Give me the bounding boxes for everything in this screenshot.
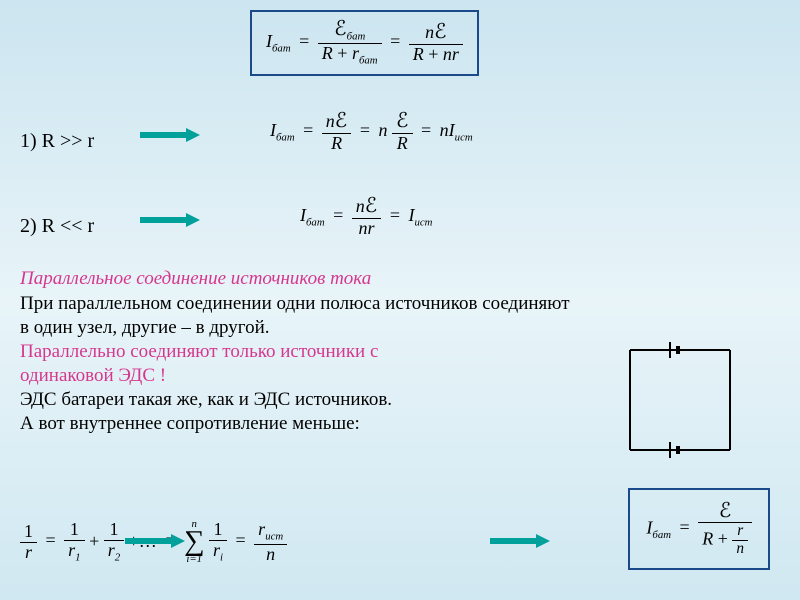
paragraph-4: одинаковой ЭДС ! (20, 364, 540, 388)
c1-t3-coeff: n (440, 120, 449, 140)
c1-t2-coeff: n (378, 120, 387, 140)
b-den-frac-num: r (732, 523, 748, 541)
s-sig-den-sub: i (220, 552, 223, 564)
c1-t3-sub: ист (455, 132, 473, 144)
s-rhs-den: n (254, 545, 287, 565)
case1-label: 1) R >> r (20, 130, 94, 153)
main-t1-den-r-sym: r (352, 43, 359, 63)
main-t1-den-l: R (322, 43, 333, 63)
paragraph-5: ЭДС батареи такая же, как и ЭДС источник… (20, 388, 540, 412)
c2-t1-num-sym: ℰ (365, 195, 378, 217)
b-lhs-sub: бат (652, 529, 671, 541)
parallel-circuit-icon (600, 330, 760, 470)
arrow-right-icon (125, 534, 185, 548)
case1-formula: Iбат = nℰ R = n ℰ R = nIист (270, 110, 473, 154)
paragraph-1: При параллельном соединении одни полюса … (20, 292, 780, 316)
s-rhs-num-sub: ист (265, 531, 283, 543)
c2-t1-num-coeff: n (356, 196, 365, 216)
main-t2-num-sym: ℰ (434, 21, 447, 43)
c2-lhs-sub: бат (306, 217, 325, 229)
s-t1-den-sub: 1 (75, 552, 80, 564)
main-t2-den-sym: r (452, 44, 459, 64)
c1-t1-sym: ℰ (335, 110, 348, 132)
s-lhs-den: r (20, 543, 37, 563)
main-frac1: ℰбат R + rбат (318, 18, 382, 68)
main-t1-num-sub: бат (347, 31, 366, 43)
main-t2-den-l: R (413, 44, 424, 64)
b-den-frac-den: n (732, 541, 748, 558)
main-frac2: nℰ R + nr (409, 21, 463, 65)
bottom-formula-box: Iбат = ℰ R + r n (628, 488, 770, 570)
s-sig-num: 1 (209, 520, 227, 541)
main-t1-num-sym: ℰ (334, 18, 347, 40)
c1-t2-num: ℰ (392, 110, 413, 134)
c1-t2-den: R (392, 134, 413, 154)
c2-t1-den-sym: r (368, 218, 375, 238)
case2-formula: Iбат = nℰ nr = Iист (300, 195, 432, 239)
s-t2-den-sym: r (108, 540, 115, 560)
main-lhs-sub: бат (272, 43, 291, 55)
c2-t2-sub: ист (414, 217, 432, 229)
paragraph-6: А вот внутреннее сопротивление меньше: (20, 412, 540, 436)
paragraph-3: Параллельно соединяют только источники с (20, 340, 540, 364)
case2-label: 2) R << r (20, 215, 94, 238)
s-lhs-num: 1 (20, 522, 37, 543)
arrow-right-icon (140, 128, 200, 142)
c1-t1-coeff: n (326, 111, 335, 131)
s-t2-num: 1 (104, 520, 124, 541)
s-t1-num: 1 (64, 520, 84, 541)
sigma-lower: i=1 (184, 555, 205, 565)
arrow-right-icon (490, 534, 550, 548)
s-sig-den-sym: r (213, 540, 220, 560)
b-den-left: R (702, 529, 713, 549)
main-t2-den-coeff: n (443, 44, 452, 64)
main-t1-den-r-sub: бат (359, 55, 378, 67)
arrow-right-icon (140, 213, 200, 227)
c1-lhs-sub: бат (276, 132, 295, 144)
c2-t1-den-coeff: n (359, 218, 368, 238)
main-formula-box: Iбат = ℰбат R + rбат = nℰ R + nr (250, 10, 479, 76)
s-t2-den-sub: 2 (115, 552, 120, 564)
b-num: ℰ (698, 500, 752, 524)
eq2: = (390, 31, 400, 51)
eq1: = (299, 31, 309, 51)
sigma-icon: ∑ (184, 529, 205, 555)
section-title: Параллельное соединение источников тока (20, 268, 371, 290)
c1-t1-den: R (322, 134, 352, 154)
main-t2-num-coeff: n (425, 22, 434, 42)
